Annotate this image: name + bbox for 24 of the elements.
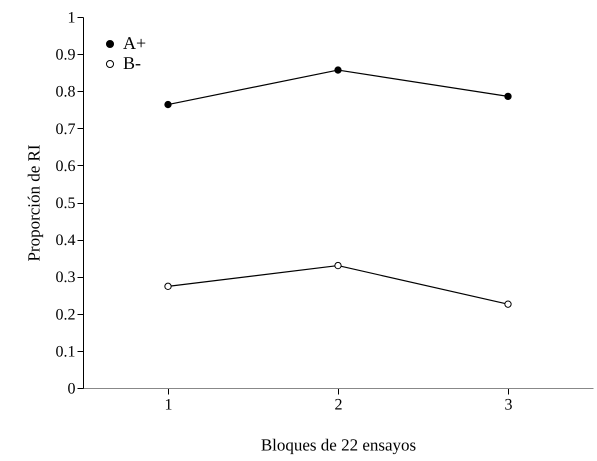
x-tick-label: 2 [334,396,342,414]
point [164,100,172,108]
y-tick-label: 0.3 [56,269,76,286]
y-tick-label: 0.7 [56,120,76,138]
legend-label: A+ [123,33,146,53]
y-tick-label: 0.1 [56,343,76,360]
y-tick-label: 0.8 [56,84,76,101]
legend-label: B- [123,53,142,73]
x-tick-label: 3 [504,396,512,414]
y-tick-label: 0.9 [56,46,76,64]
x-axis-title: Bloques de 22 ensayos [260,436,416,454]
y-tick-label: 0.4 [56,232,76,250]
point [334,66,342,74]
point [164,282,172,290]
point [504,92,512,100]
y-tick-label: 0.5 [56,195,76,212]
y-tick-label: 1 [68,10,76,26]
y-tick-label: 0.6 [56,158,76,175]
y-axis-title: Proporción de RI [24,144,44,262]
point [504,300,512,308]
point [334,262,342,270]
y-tick-label: 0.2 [56,306,76,324]
y-tick-label: 0 [68,380,76,398]
x-tick-label: 1 [164,396,172,414]
